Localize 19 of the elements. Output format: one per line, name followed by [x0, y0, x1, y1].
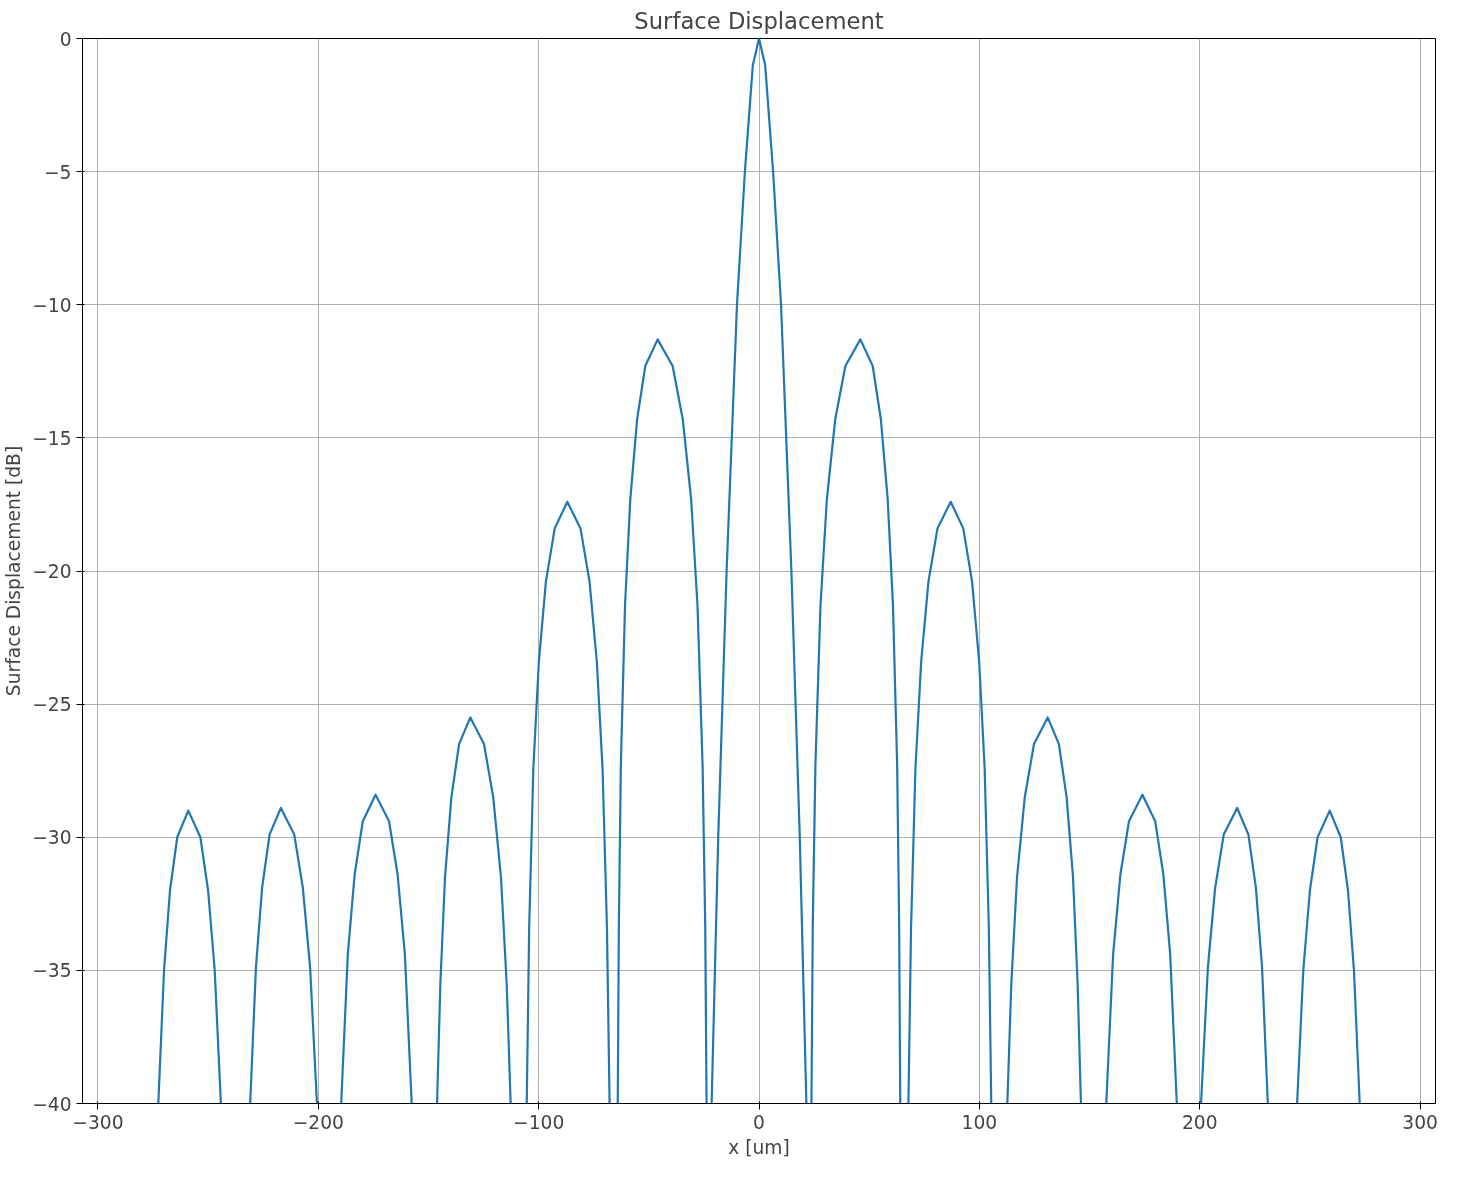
- y-tick-label: −35: [32, 960, 72, 982]
- x-axis-title: x [um]: [728, 1136, 790, 1158]
- y-tick-label: −25: [32, 694, 72, 716]
- y-tick-label: 0: [59, 28, 72, 50]
- y-tick-label: −20: [32, 561, 72, 582]
- y-tick-label: −5: [44, 161, 72, 183]
- x-tick-label: 200: [1181, 1111, 1218, 1133]
- y-axis-title: Surface Displacement [dB]: [3, 445, 25, 697]
- x-tick-label: 100: [961, 1111, 998, 1133]
- x-tick-label: 300: [1402, 1111, 1438, 1133]
- x-tick-label: −300: [72, 1111, 124, 1133]
- y-tick-label: −10: [32, 294, 72, 316]
- y-tick-label: −15: [32, 427, 72, 449]
- chart-title: Surface Displacement: [634, 7, 884, 34]
- x-tick-label: 0: [753, 1111, 765, 1133]
- y-tick-label: −30: [32, 827, 72, 849]
- x-tick-label: −100: [513, 1111, 565, 1133]
- x-tick-label: −200: [292, 1111, 344, 1133]
- y-tick-label: −40: [32, 1093, 72, 1115]
